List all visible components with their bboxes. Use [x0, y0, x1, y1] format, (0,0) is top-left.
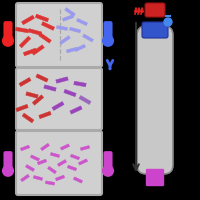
Polygon shape	[70, 106, 82, 114]
Polygon shape	[37, 159, 47, 165]
FancyBboxPatch shape	[104, 151, 112, 173]
Polygon shape	[79, 95, 91, 105]
Polygon shape	[35, 14, 49, 22]
Polygon shape	[57, 160, 67, 166]
Polygon shape	[82, 34, 94, 42]
Polygon shape	[21, 174, 29, 182]
Polygon shape	[39, 33, 51, 43]
Circle shape	[104, 153, 112, 160]
Polygon shape	[56, 77, 68, 83]
Polygon shape	[69, 27, 81, 33]
FancyBboxPatch shape	[137, 26, 173, 174]
FancyBboxPatch shape	[4, 21, 12, 43]
Polygon shape	[30, 155, 40, 161]
Polygon shape	[67, 165, 77, 171]
Polygon shape	[32, 45, 44, 55]
Polygon shape	[28, 29, 42, 35]
Polygon shape	[74, 81, 86, 87]
Circle shape	[102, 165, 114, 177]
Polygon shape	[80, 145, 90, 151]
Polygon shape	[76, 18, 88, 26]
FancyBboxPatch shape	[142, 22, 168, 38]
Polygon shape	[20, 145, 30, 151]
Polygon shape	[62, 15, 74, 21]
FancyBboxPatch shape	[146, 169, 164, 186]
Polygon shape	[21, 15, 35, 25]
Polygon shape	[45, 181, 55, 185]
Polygon shape	[73, 177, 83, 183]
FancyBboxPatch shape	[104, 21, 112, 43]
Circle shape	[4, 23, 12, 30]
Polygon shape	[16, 104, 28, 112]
FancyBboxPatch shape	[4, 151, 12, 173]
FancyBboxPatch shape	[16, 131, 102, 195]
FancyBboxPatch shape	[16, 68, 102, 130]
Polygon shape	[74, 44, 86, 52]
Polygon shape	[56, 26, 68, 30]
Polygon shape	[33, 175, 43, 181]
Polygon shape	[70, 154, 80, 160]
Circle shape	[2, 165, 14, 177]
Polygon shape	[26, 92, 38, 98]
Polygon shape	[41, 143, 49, 151]
Polygon shape	[39, 111, 51, 119]
Polygon shape	[36, 74, 48, 82]
Polygon shape	[65, 8, 75, 16]
Polygon shape	[15, 27, 29, 33]
Polygon shape	[64, 89, 76, 97]
FancyBboxPatch shape	[145, 3, 165, 17]
Polygon shape	[25, 165, 35, 171]
Polygon shape	[22, 113, 34, 123]
Circle shape	[102, 35, 114, 47]
Circle shape	[4, 153, 12, 160]
Polygon shape	[66, 47, 78, 53]
Polygon shape	[44, 85, 56, 91]
Circle shape	[104, 23, 112, 30]
Polygon shape	[19, 36, 31, 48]
Polygon shape	[78, 159, 88, 165]
Polygon shape	[52, 101, 64, 111]
Polygon shape	[55, 175, 65, 181]
Polygon shape	[23, 48, 37, 56]
Polygon shape	[32, 95, 44, 105]
Polygon shape	[41, 22, 55, 30]
Circle shape	[2, 35, 14, 47]
Polygon shape	[48, 166, 56, 174]
Polygon shape	[60, 144, 70, 150]
Circle shape	[164, 18, 172, 26]
Polygon shape	[50, 152, 60, 158]
Polygon shape	[60, 36, 70, 44]
FancyBboxPatch shape	[16, 3, 102, 67]
Polygon shape	[19, 77, 31, 87]
